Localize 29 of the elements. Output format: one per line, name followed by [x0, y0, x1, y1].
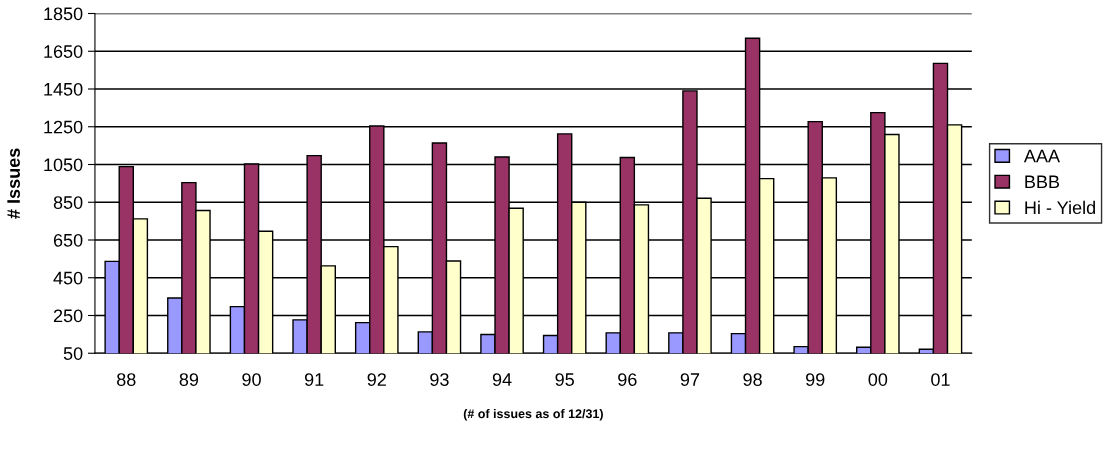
x-tick-label: 95	[555, 373, 574, 386]
legend-label: Hi - Yield	[1025, 200, 1095, 215]
y-tick-label: 1650	[44, 45, 83, 58]
x-tick-label: 90	[242, 373, 261, 386]
x-tick-label: 93	[430, 373, 449, 386]
x-tick-label: 92	[367, 373, 386, 386]
y-tick-label: 1850	[44, 7, 83, 21]
legend-label: AAA	[1023, 149, 1060, 163]
x-tick-label: 96	[618, 373, 637, 386]
x-axis-title: (# of issues as of 12/31)	[463, 408, 603, 421]
y-tick-label: 1450	[44, 82, 83, 96]
y-tick-label: 850	[53, 196, 83, 209]
x-tick-label: 89	[179, 373, 199, 386]
x-tick-label: 00	[868, 373, 888, 386]
y-tick-label: 650	[53, 233, 83, 247]
y-tick-label: 250	[53, 309, 83, 323]
y-tick-label: 1250	[44, 120, 83, 134]
y-tick-label: 450	[53, 271, 83, 285]
y-tick-label: 50	[63, 347, 83, 360]
x-tick-label: 99	[806, 373, 825, 386]
x-tick-label: 88	[117, 373, 136, 386]
x-tick-label: 97	[680, 373, 700, 386]
x-tick-label: 94	[492, 373, 512, 386]
x-tick-label: 01	[931, 373, 950, 386]
y-tick-label: 1050	[44, 158, 83, 172]
legend-label: BBB	[1025, 175, 1060, 189]
x-tick-label: 98	[743, 373, 762, 386]
y-axis-title: # Issues	[7, 148, 20, 219]
x-tick-label: 91	[304, 373, 324, 386]
